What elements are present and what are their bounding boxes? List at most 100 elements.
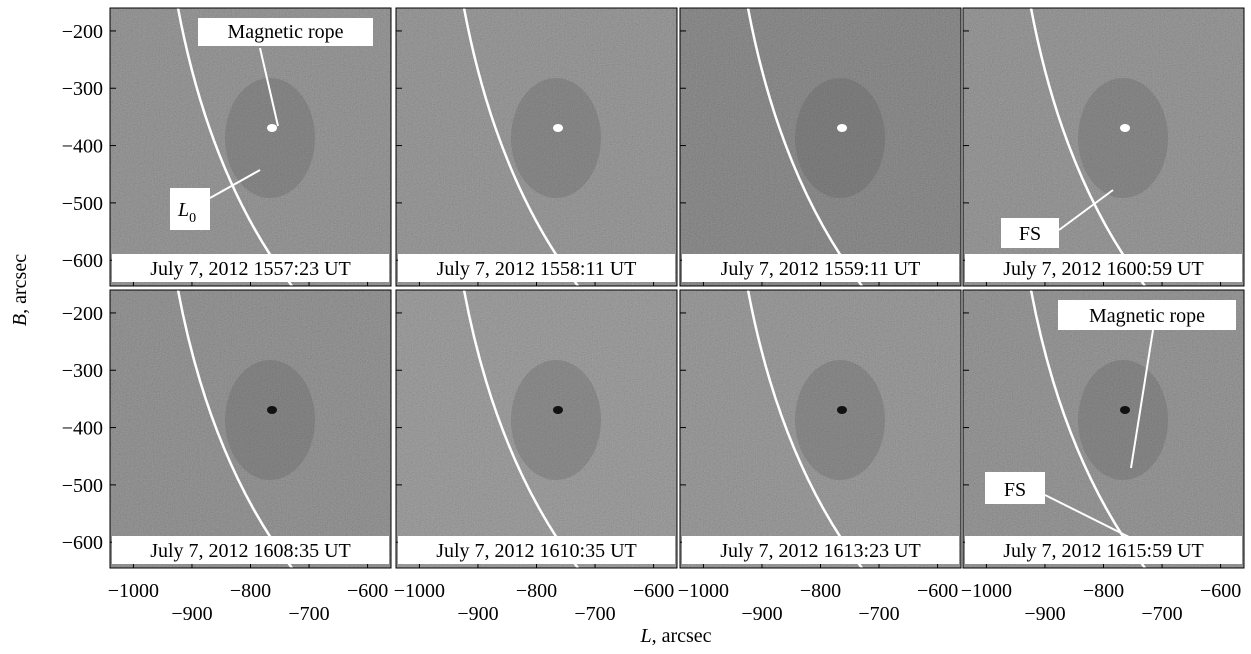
annotation-pointer — [1058, 189, 1114, 231]
y-tick-label: −400 — [62, 418, 103, 440]
timestamp-box — [112, 254, 389, 282]
bright-spot — [837, 124, 847, 132]
x-tick-label: −600 — [347, 580, 388, 602]
annotation-symbol: L — [177, 199, 189, 221]
timestamp: July 7, 2012 1613:23 UT — [720, 540, 921, 562]
x-tick-label: −1000 — [108, 580, 159, 602]
bright-spot — [267, 124, 277, 132]
timestamp-box — [682, 536, 959, 564]
active-region — [1078, 78, 1168, 198]
annotation-box — [1001, 218, 1059, 248]
timestamp-box — [682, 254, 959, 282]
x-tick-label: −800 — [230, 580, 271, 602]
x-tick-label: −600 — [1200, 580, 1241, 602]
annotation: Magnetic rope — [227, 21, 343, 43]
timestamp: July 7, 2012 1558:11 UT — [437, 258, 637, 280]
annotation-pointer — [209, 169, 261, 199]
panel: July 7, 2012 1613:23 UT — [679, 289, 962, 569]
annotation-pointer — [259, 47, 279, 127]
timestamp: July 7, 2012 1608:35 UT — [150, 540, 351, 562]
active-region — [511, 360, 601, 480]
panel: July 7, 2012 1615:59 UT Magnetic rope FS — [962, 289, 1245, 569]
panel-texture — [396, 8, 677, 286]
x-tick-label: −900 — [457, 603, 498, 625]
annotation-subscript: 0 — [189, 211, 196, 226]
bright-spot — [267, 406, 277, 414]
x-tick-label: −1000 — [961, 580, 1012, 602]
panel-texture — [680, 290, 961, 568]
annotation: FS — [1019, 223, 1041, 245]
annotation: L0 — [177, 199, 196, 226]
x-tick-label: −1000 — [678, 580, 729, 602]
timestamp: July 7, 2012 1600:59 UT — [1003, 258, 1204, 280]
panel: July 7, 2012 1600:59 UT FS — [962, 7, 1245, 287]
y-tick-label: −500 — [62, 475, 103, 497]
x-tick-label: −900 — [1024, 603, 1065, 625]
timestamp: July 7, 2012 1559:11 UT — [721, 258, 921, 280]
panel: July 7, 2012 1558:11 UT — [395, 7, 678, 287]
x-tick-label: −700 — [858, 603, 899, 625]
timestamp-box — [965, 254, 1242, 282]
timestamp: July 7, 2012 1610:35 UT — [436, 540, 637, 562]
annotation: Magnetic rope — [1089, 305, 1205, 327]
annotation-box — [170, 188, 210, 230]
bright-spot — [837, 406, 847, 414]
timestamp-box — [112, 536, 389, 564]
panel-texture — [680, 8, 961, 286]
panel-texture — [963, 290, 1244, 568]
bright-spot — [553, 406, 563, 414]
timestamp-box — [398, 536, 675, 564]
annotation-box — [985, 472, 1045, 504]
x-tick-label: −800 — [516, 580, 557, 602]
panel: July 7, 2012 1610:35 UT — [395, 289, 678, 569]
x-tick-label: −700 — [288, 603, 329, 625]
y-tick-label: −600 — [62, 250, 103, 272]
x-tick-label: −700 — [1141, 603, 1182, 625]
annotation-pointer — [1130, 329, 1154, 469]
x-tick-label: −1000 — [394, 580, 445, 602]
y-tick-label: −300 — [62, 78, 103, 100]
x-tick-label: −800 — [800, 580, 841, 602]
active-region — [1078, 360, 1168, 480]
y-axis-label: B, arcsec — [9, 254, 31, 326]
panel-texture — [396, 290, 677, 568]
x-tick-label: −600 — [633, 580, 674, 602]
y-axis-unit: , arcsec — [9, 254, 31, 314]
timestamp-box — [398, 254, 675, 282]
active-region — [511, 78, 601, 198]
y-tick-label: −200 — [62, 21, 103, 43]
x-tick-label: −700 — [574, 603, 615, 625]
annotation-box — [1058, 300, 1236, 330]
bright-spot — [553, 124, 563, 132]
active-region — [225, 360, 315, 480]
active-region — [795, 360, 885, 480]
y-tick-label: −200 — [62, 303, 103, 325]
x-axis-symbol: L — [639, 625, 651, 647]
panel: July 7, 2012 1559:11 UT — [679, 7, 962, 287]
x-tick-label: −900 — [741, 603, 782, 625]
x-tick-label: −600 — [917, 580, 958, 602]
panel: July 7, 2012 1608:35 UT — [109, 289, 392, 569]
panel-texture — [110, 290, 391, 568]
annotation: FS — [1004, 479, 1026, 501]
y-tick-label: −500 — [62, 193, 103, 215]
y-tick-label: −300 — [62, 360, 103, 382]
bright-spot — [1120, 406, 1130, 414]
x-axis-unit: , arcsec — [652, 625, 712, 647]
annotation-pointer — [1044, 494, 1132, 539]
x-tick-label: −800 — [1083, 580, 1124, 602]
x-axis-label: L, arcsec — [639, 625, 711, 647]
y-tick-label: −400 — [62, 136, 103, 158]
x-tick-label: −900 — [171, 603, 212, 625]
timestamp-box — [965, 536, 1242, 564]
timestamp: July 7, 2012 1557:23 UT — [150, 258, 351, 280]
active-region — [795, 78, 885, 198]
active-region — [225, 78, 315, 198]
panel-texture — [110, 8, 391, 286]
annotation-box — [198, 18, 373, 46]
bright-spot — [1120, 124, 1130, 132]
y-axis-symbol: B — [9, 314, 31, 326]
panel: July 7, 2012 1557:23 UT Magnetic rope L0 — [109, 7, 392, 287]
